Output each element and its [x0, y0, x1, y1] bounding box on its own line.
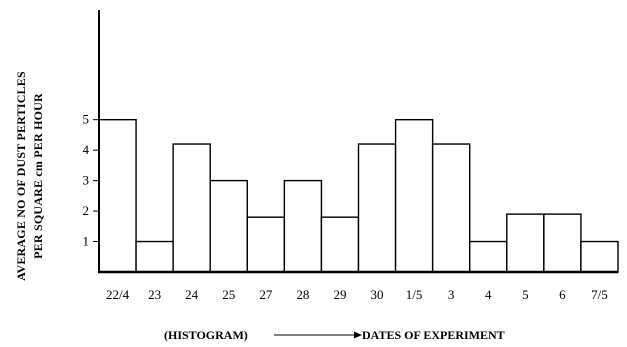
x-tick-label-24: 24 — [185, 287, 199, 302]
bar-29 — [320, 216, 360, 273]
x-tick-label-3: 3 — [448, 287, 455, 302]
bar-28 — [283, 179, 323, 273]
x-tick-label-25: 25 — [222, 287, 235, 302]
x-tick-label-7-5: 7/5 — [591, 287, 608, 302]
bar-30 — [357, 143, 397, 273]
y-tick-label-4: 4 — [83, 142, 90, 157]
x-tick-label-22-4: 22/4 — [106, 287, 130, 302]
x-axis-label-dates: DATES OF EXPERIMENT — [362, 328, 505, 342]
x-tick-label-1-5: 1/5 — [406, 287, 423, 302]
bar-22-4 — [98, 118, 137, 273]
y-tick-label-3: 3 — [83, 173, 90, 188]
bar-24 — [172, 143, 211, 273]
bar-3 — [431, 143, 471, 273]
x-tick-label-30: 30 — [371, 287, 384, 302]
arrow-right-icon — [354, 331, 362, 339]
bar-27 — [246, 216, 286, 273]
x-tick-label-28: 28 — [296, 287, 309, 302]
bar-6 — [543, 213, 582, 273]
x-tick-label-5: 5 — [522, 287, 529, 302]
x-tick-label-23: 23 — [148, 287, 161, 302]
bar-1-5 — [394, 118, 434, 273]
y-axis-label-line1: AVERAGE NO OF DUST PERTICLES — [14, 71, 28, 281]
y-tick-label-1: 1 — [83, 234, 90, 249]
x-tick-label-27: 27 — [259, 287, 273, 302]
bar-4 — [469, 240, 508, 273]
bar-23 — [135, 240, 174, 273]
y-axis-label-line2: PER SQUARE cm PER HOUR — [31, 93, 45, 259]
y-tick-label-2: 2 — [83, 203, 90, 218]
x-tick-label-4: 4 — [485, 287, 492, 302]
y-tick-label-5: 5 — [83, 112, 90, 127]
x-tick-label-6: 6 — [559, 287, 566, 302]
y-ticks-group: 1 2 3 4 5 — [83, 112, 99, 249]
x-ticks-group: 22/4 23 24 25 27 28 29 30 1/5 3 4 5 6 7/5 — [106, 287, 608, 302]
bar-7-5 — [580, 240, 619, 273]
bars-group — [98, 118, 619, 273]
x-tick-label-29: 29 — [333, 287, 346, 302]
bar-5 — [506, 213, 545, 273]
bar-25 — [209, 179, 248, 273]
x-axis-label-histogram: (HISTOGRAM) — [164, 328, 248, 342]
